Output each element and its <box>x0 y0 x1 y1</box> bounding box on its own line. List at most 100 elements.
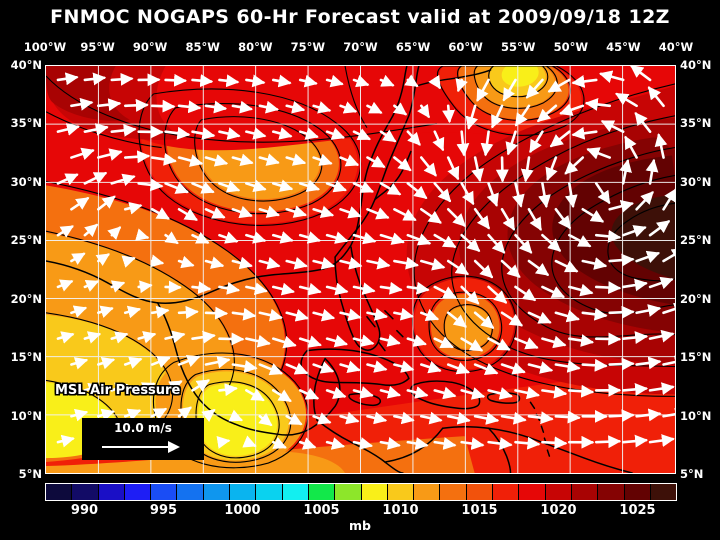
wind-vector <box>648 329 675 343</box>
wind-vector <box>245 334 271 348</box>
wind-vector <box>137 280 153 294</box>
wind-vector <box>608 253 635 267</box>
wind-vector <box>527 361 554 374</box>
wind-vector <box>245 282 268 296</box>
wind-vector <box>285 413 303 426</box>
wind-vector <box>83 171 108 185</box>
wind-vector <box>204 154 229 167</box>
wind-vector <box>635 191 654 211</box>
wind-vector <box>204 100 228 114</box>
map-canvas <box>46 66 675 473</box>
wind-vector <box>500 362 526 375</box>
wind-vector <box>271 389 292 402</box>
wind-vector <box>366 360 388 373</box>
wind-vector <box>446 411 471 425</box>
wind-vector <box>352 282 376 296</box>
wind-vector <box>486 182 499 207</box>
wind-vector <box>635 408 662 422</box>
wind-vector <box>258 205 280 218</box>
wind-vector <box>231 360 258 373</box>
wind-vector <box>446 362 470 375</box>
lon-tick-label: 70°W <box>343 40 378 54</box>
wind-vector <box>541 335 567 349</box>
wind-vector <box>97 195 116 211</box>
wind-vector <box>379 437 401 450</box>
colorbar-tick-label: 995 <box>149 503 178 518</box>
lat-tick-label-left: 20°N <box>10 291 42 306</box>
wind-vector <box>258 412 273 427</box>
colorbar-tick-label: 1000 <box>224 503 261 518</box>
wind-vector <box>541 436 568 450</box>
wind-vector <box>325 231 349 244</box>
wind-vector <box>624 135 638 159</box>
wind-vector <box>500 208 516 231</box>
wind-vector <box>56 279 74 292</box>
wind-vector <box>366 256 391 270</box>
wind-vector <box>456 130 470 157</box>
wind-vector <box>420 308 440 322</box>
wind-vector <box>432 130 445 152</box>
wind-vector <box>312 308 336 322</box>
wind-vector <box>285 100 306 114</box>
wind-vector <box>571 126 598 140</box>
wind-vector <box>634 112 652 133</box>
wind-vector <box>500 411 527 425</box>
arrow-right-icon <box>102 441 180 453</box>
wind-vector <box>647 86 665 108</box>
wind-vector <box>258 256 281 270</box>
wind-vector <box>339 256 363 270</box>
wind-vector <box>568 233 592 248</box>
wind-vector <box>110 280 126 293</box>
wind-vector <box>608 305 635 319</box>
wind-vector <box>83 331 102 344</box>
wind-vector <box>571 75 598 88</box>
wind-vector <box>191 181 215 194</box>
wind-vector <box>487 285 508 304</box>
wind-vector <box>312 205 335 218</box>
wind-vector <box>312 412 332 425</box>
wind-vector <box>406 130 421 146</box>
lon-tick-label: 60°W <box>448 40 483 54</box>
lat-tick-label-right: 40°N <box>680 58 712 72</box>
wind-vector <box>83 72 107 86</box>
wind-vector <box>608 199 634 213</box>
wind-vector <box>621 382 649 396</box>
wind-vector <box>473 208 490 230</box>
lat-tick-label-right: 10°N <box>680 408 712 423</box>
wind-vector <box>559 103 585 116</box>
wind-vector <box>635 304 662 317</box>
wind-vector <box>191 127 216 140</box>
wind-vector <box>514 337 539 350</box>
lon-tick-label: 90°W <box>132 40 168 54</box>
wind-vector <box>586 147 612 160</box>
wind-vector <box>406 182 428 199</box>
wind-vector <box>635 250 661 264</box>
colorbar-segment <box>46 484 73 500</box>
wind-vector <box>218 180 241 193</box>
colorbar-unit-label: mb <box>349 518 371 533</box>
wind-vector <box>123 356 143 369</box>
wind-vector <box>512 182 525 208</box>
wind-vector <box>298 335 322 348</box>
colorbar-segment <box>335 484 362 500</box>
wind-vector <box>473 311 495 329</box>
lat-tick-label-right: 15°N <box>680 350 712 365</box>
wind-vector <box>527 208 542 231</box>
wind-vector <box>177 255 195 269</box>
wind-vector <box>271 282 295 296</box>
wind-vector <box>406 386 429 399</box>
wind-vector <box>177 305 199 319</box>
wind-vector <box>662 248 675 263</box>
wind-vector <box>406 334 427 347</box>
wind-vector <box>242 435 257 448</box>
wind-vector <box>608 357 635 371</box>
wind-vector <box>164 181 189 194</box>
wind-vector <box>325 74 344 88</box>
colorbar-segment <box>466 484 494 500</box>
wind-vector <box>442 104 456 124</box>
wind-vector <box>420 208 442 224</box>
wind-vector <box>97 305 114 318</box>
wind-vector <box>218 281 241 295</box>
wind-vector <box>298 437 317 450</box>
